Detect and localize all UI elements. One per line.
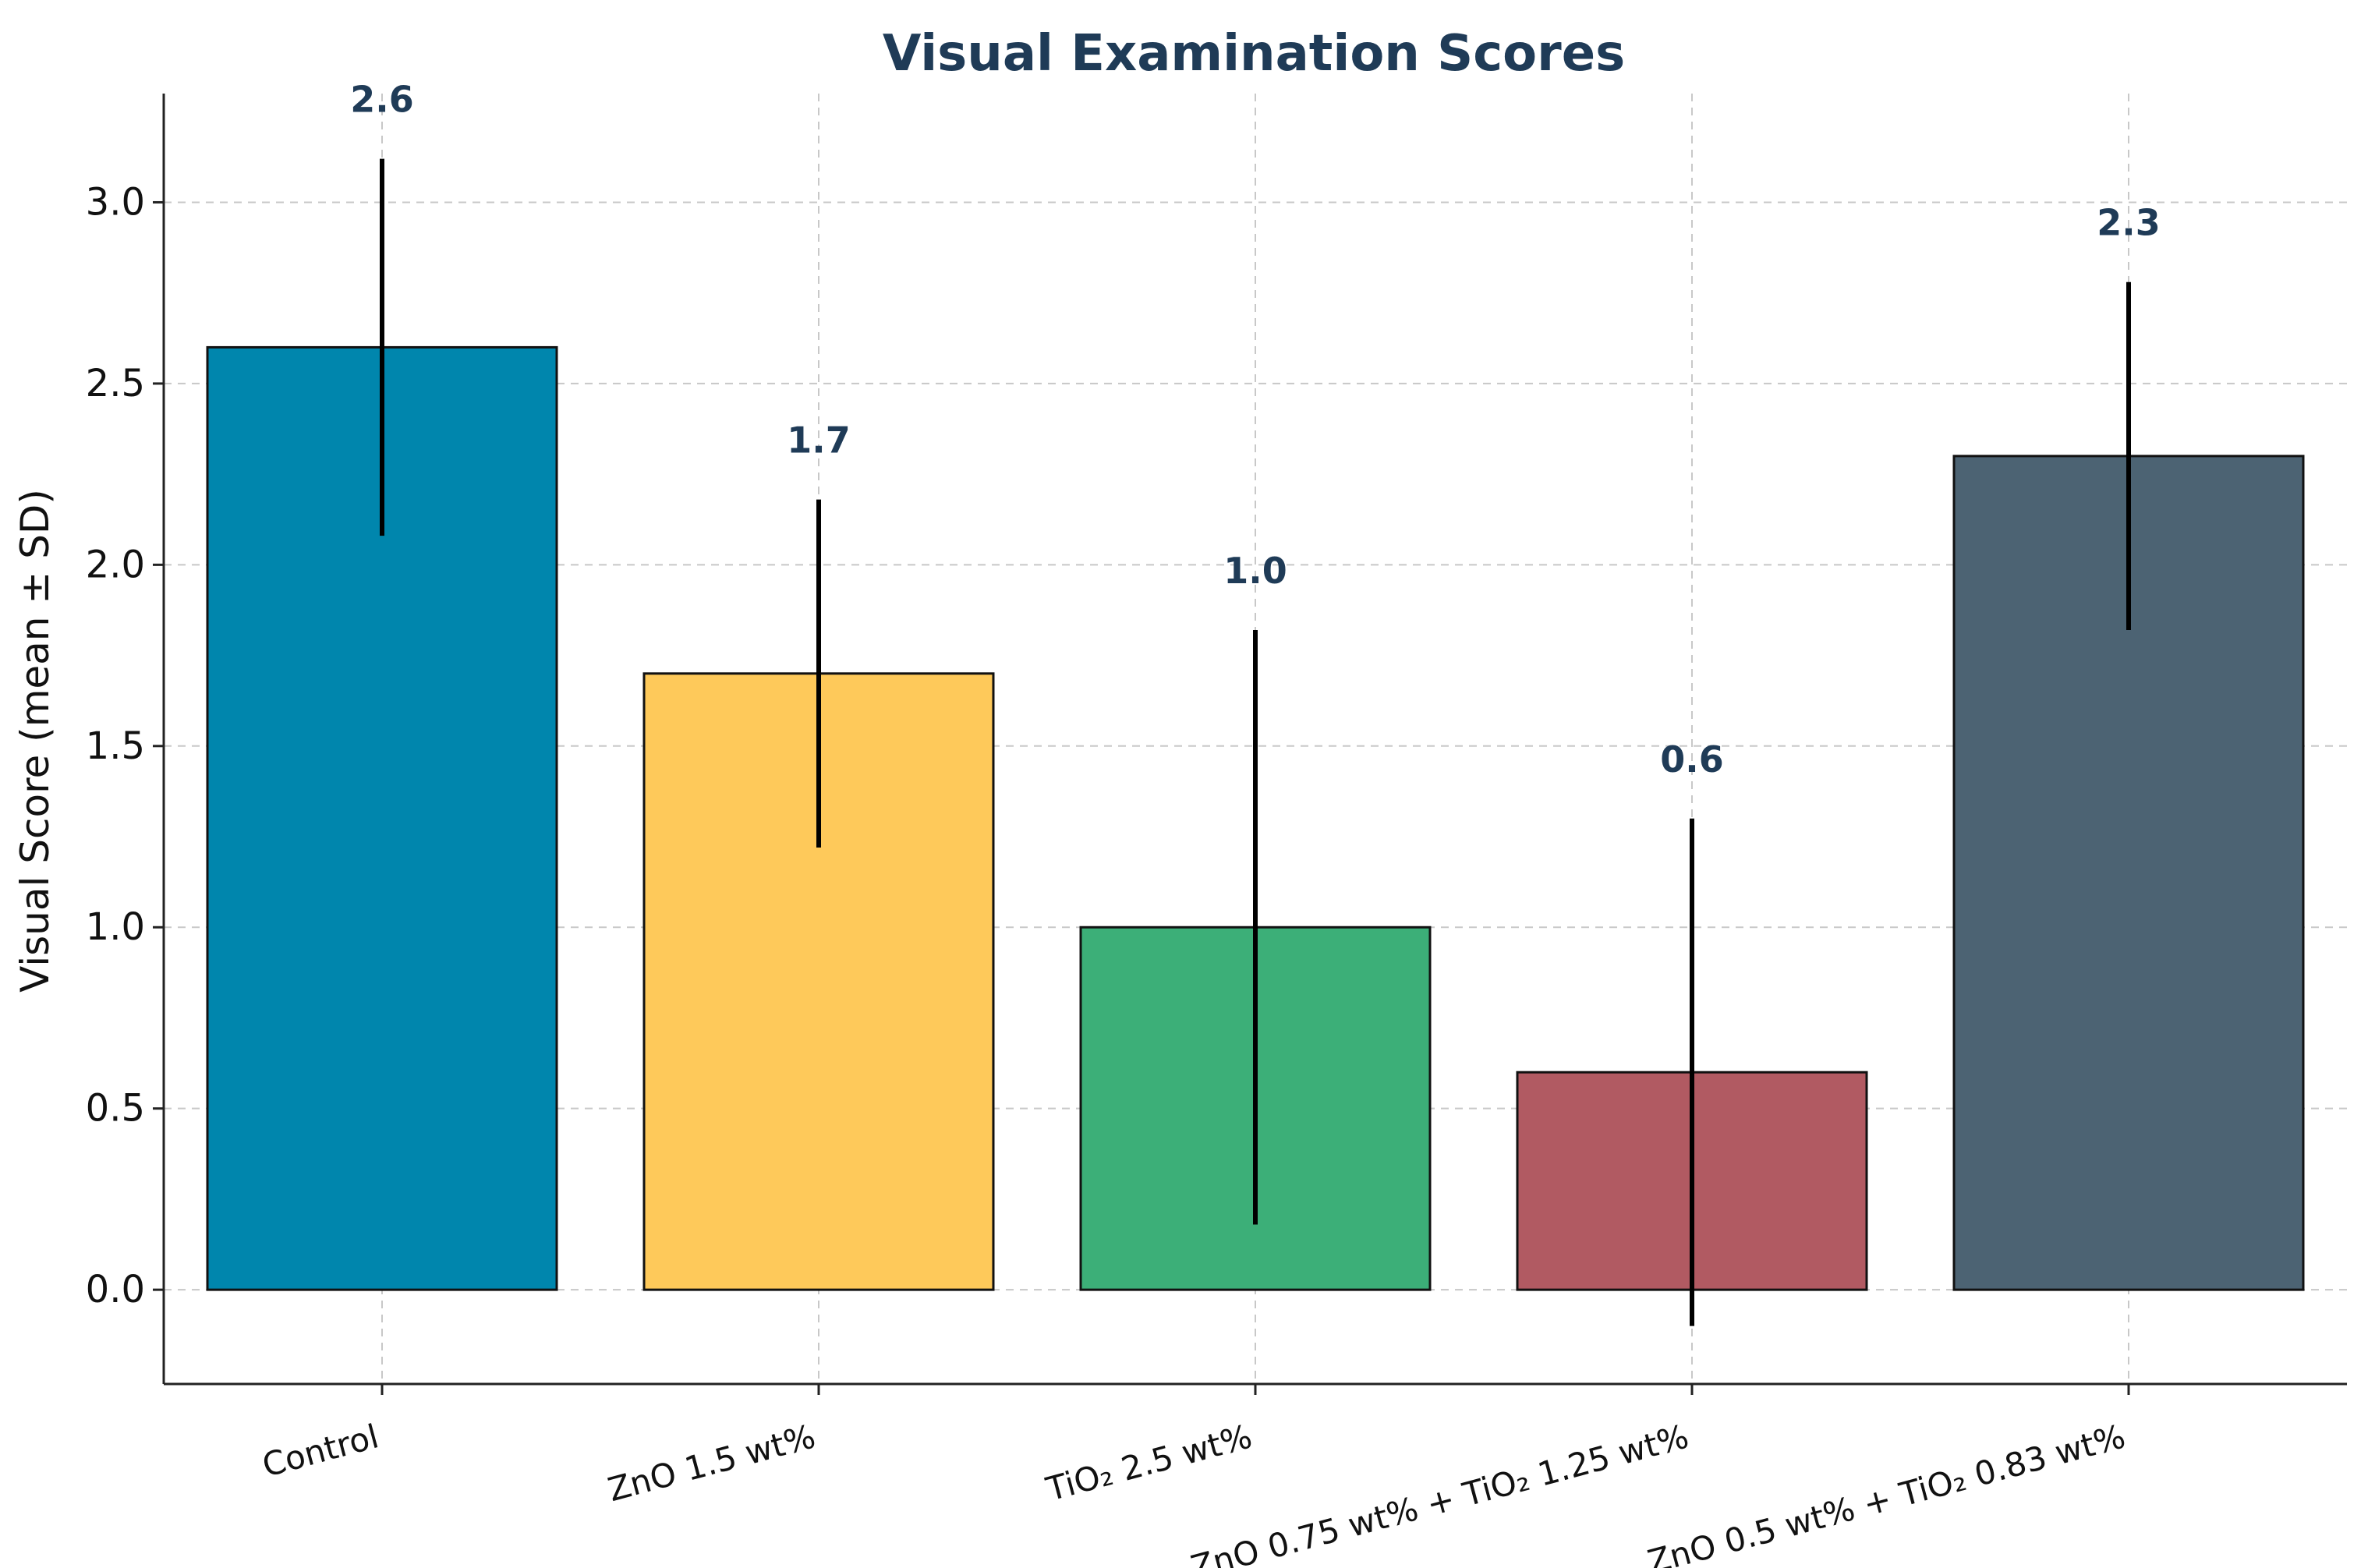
data-label: 1.7 [787, 419, 851, 462]
data-label: 2.6 [350, 79, 414, 121]
y-tick-label: 2.5 [86, 362, 145, 405]
bar-layer [206, 158, 2305, 1326]
chart-title: Visual Examination Scores [883, 25, 1625, 83]
y-tick-label: 1.0 [86, 905, 145, 949]
bar [206, 345, 558, 1291]
y-tick-label: 0.0 [86, 1268, 145, 1311]
x-tick-label: ZnO 0.5 wt% + TiO₂ 0.83 wt% [1644, 1417, 2129, 1568]
x-tick-label: Control [258, 1417, 382, 1485]
data-label: 0.6 [1660, 738, 1724, 780]
x-tick-label: ZnO 0.75 wt% + TiO₂ 1.25 wt% [1187, 1417, 1692, 1568]
y-tick-label: 2.0 [86, 543, 145, 586]
x-tick-label: ZnO 1.5 wt% [604, 1417, 819, 1509]
data-label: 2.3 [2097, 202, 2161, 244]
y-tick-label: 1.5 [86, 724, 145, 768]
y-tick-label: 0.5 [86, 1087, 145, 1131]
data-label: 1.0 [1223, 550, 1287, 592]
y-axis-label: Visual Score (mean ± SD) [12, 489, 58, 993]
x-tick-label: TiO₂ 2.5 wt% [1042, 1417, 1256, 1509]
y-tick-label: 3.0 [86, 180, 145, 224]
label-layer: 2.6 1.7 1.0 0.6 2.3 [350, 79, 2161, 780]
